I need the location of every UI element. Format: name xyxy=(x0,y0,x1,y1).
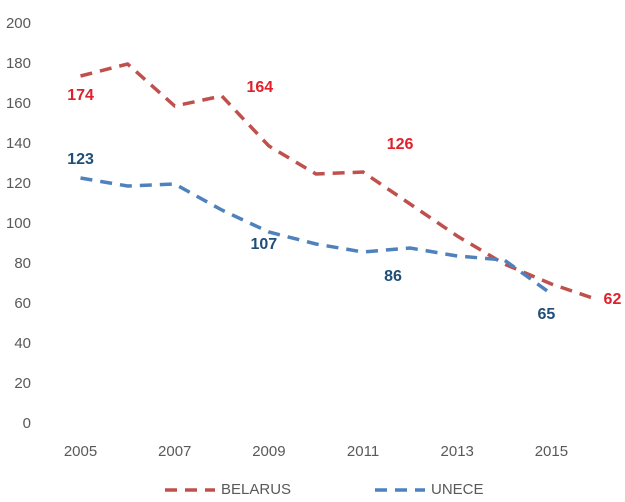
y-tick-label: 120 xyxy=(6,175,31,192)
x-tick-label: 2011 xyxy=(347,443,379,460)
y-tick-label: 40 xyxy=(14,335,31,352)
y-tick-label: 160 xyxy=(6,95,31,112)
data-label: 164 xyxy=(246,79,273,96)
data-label: 86 xyxy=(384,268,402,285)
x-tick-label: 2015 xyxy=(535,443,568,460)
y-tick-label: 0 xyxy=(23,415,31,432)
series-line xyxy=(80,176,553,296)
y-tick-label: 60 xyxy=(14,295,31,312)
legend-label: BELARUS xyxy=(221,481,291,498)
y-tick-label: 140 xyxy=(6,135,31,152)
y-tick-label: 80 xyxy=(14,255,31,272)
x-tick-label: 2009 xyxy=(252,443,285,460)
data-label: 123 xyxy=(67,151,94,168)
y-tick-label: 20 xyxy=(14,375,31,392)
series-line xyxy=(80,62,600,302)
y-tick-label: 200 xyxy=(6,15,31,32)
x-tick-label: 2013 xyxy=(441,443,474,460)
x-tick-label: 2007 xyxy=(158,443,191,460)
y-tick-label: 180 xyxy=(6,55,31,72)
data-label: 62 xyxy=(604,291,622,308)
data-label: 126 xyxy=(387,136,414,153)
data-label: 174 xyxy=(67,87,94,104)
data-label: 107 xyxy=(250,236,277,253)
x-tick-label: 2005 xyxy=(64,443,97,460)
legend-label: UNECE xyxy=(431,481,484,498)
data-label: 65 xyxy=(537,306,555,323)
y-tick-label: 100 xyxy=(6,215,31,232)
